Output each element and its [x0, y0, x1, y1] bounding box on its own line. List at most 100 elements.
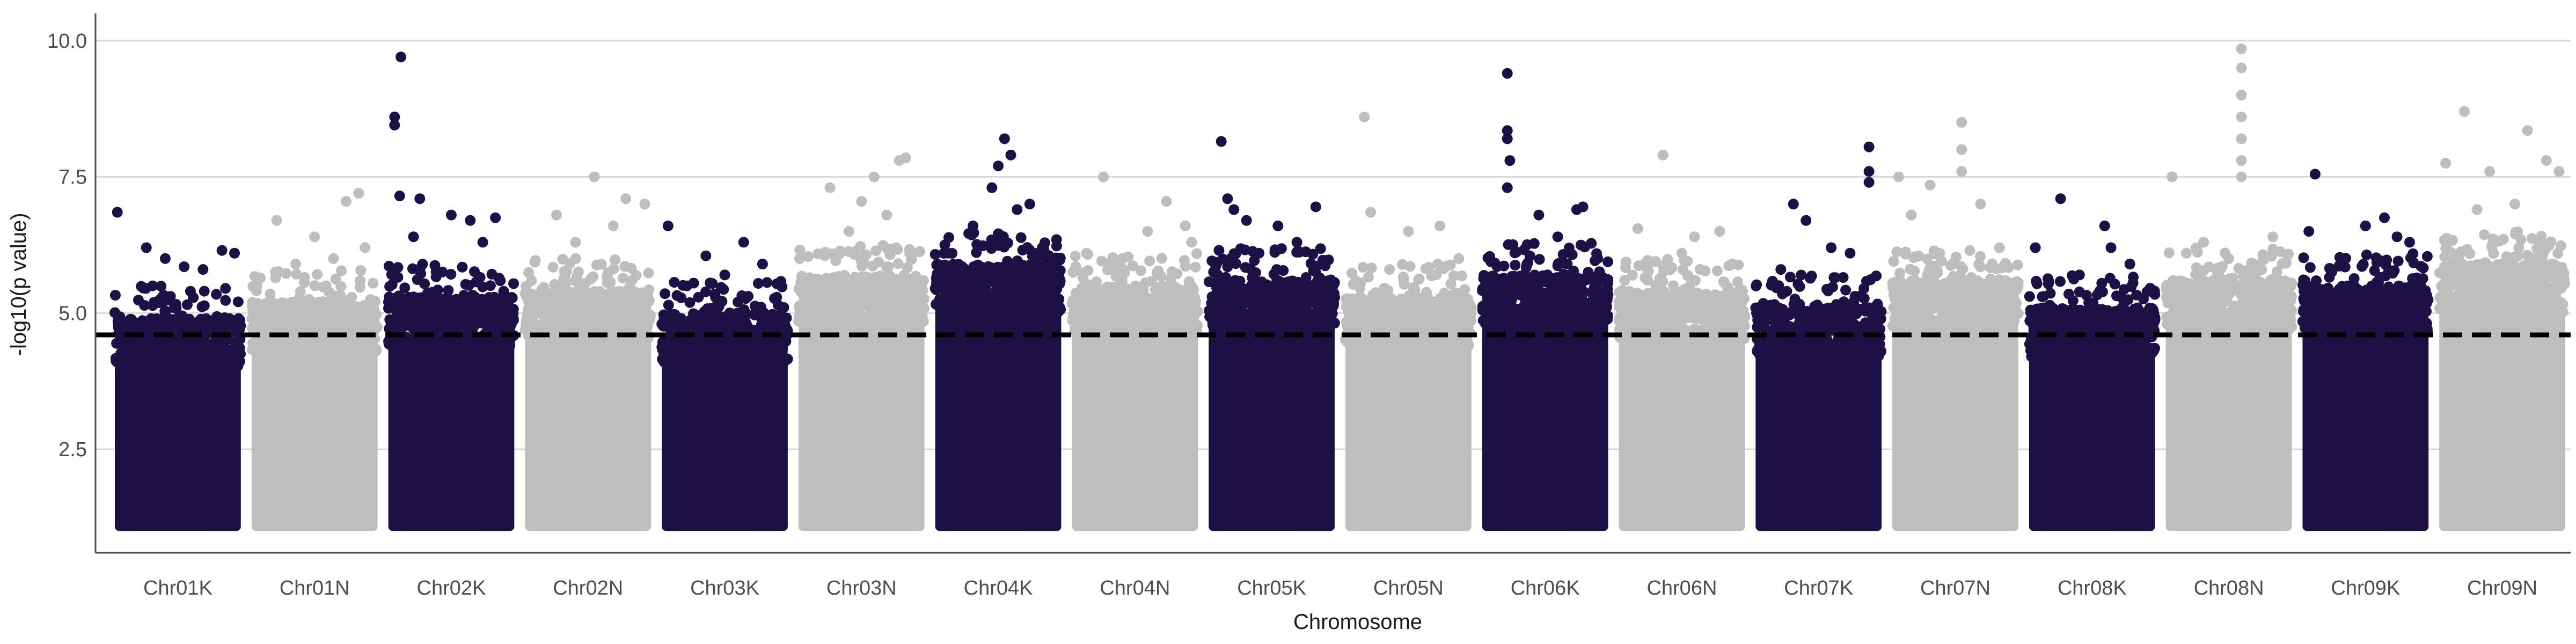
dense-points-block	[1072, 324, 1198, 531]
snp-point	[357, 318, 369, 330]
snp-point	[781, 312, 792, 324]
dense-points-block	[251, 340, 378, 531]
snp-point	[778, 302, 789, 313]
top-snp-point	[682, 280, 693, 291]
top-snp-point	[147, 280, 158, 291]
snp-point	[265, 288, 276, 299]
snp-point	[800, 296, 811, 308]
snp-point	[284, 334, 296, 346]
snp-point	[1451, 323, 1462, 334]
snp-point	[148, 297, 159, 308]
snp-point	[1409, 284, 1421, 296]
snp-point	[463, 303, 474, 314]
snp-point	[229, 362, 240, 373]
snp-point	[355, 265, 367, 276]
snp-point	[1115, 311, 1126, 323]
top-snp-point	[1180, 220, 1191, 231]
snp-point	[1166, 266, 1177, 277]
snp-point	[210, 335, 221, 346]
snp-point	[1421, 319, 1432, 330]
snp-point	[285, 302, 296, 313]
top-snp-point	[1012, 204, 1023, 215]
snp-point	[1189, 300, 1201, 311]
chromosome-Chr02N	[519, 171, 656, 531]
snp-point	[853, 304, 864, 314]
chromosome-Chr05N	[1340, 111, 1477, 531]
snp-point	[235, 348, 246, 360]
snp-point	[309, 280, 320, 291]
snp-point	[1070, 251, 1081, 262]
snp-point	[749, 301, 760, 312]
snp-point	[601, 296, 612, 307]
snp-point	[1366, 262, 1377, 274]
dense-points-block	[388, 334, 515, 531]
snp-point	[906, 253, 917, 265]
snp-point	[992, 304, 1003, 315]
snp-point	[1164, 315, 1175, 326]
top-snp-point	[968, 220, 979, 231]
snp-point	[498, 286, 509, 297]
snp-point	[762, 277, 773, 288]
snp-point	[441, 335, 451, 347]
snp-point	[1217, 253, 1228, 265]
snp-point	[1307, 248, 1319, 260]
snp-point	[771, 278, 782, 289]
snp-point	[1389, 326, 1401, 337]
snp-point	[1165, 279, 1176, 290]
snp-point	[986, 235, 997, 245]
top-snp-point	[570, 237, 581, 248]
snp-point	[1041, 269, 1052, 281]
top-snp-point	[112, 207, 123, 218]
snp-point	[557, 281, 568, 292]
snp-point	[447, 303, 457, 314]
snp-point	[211, 289, 222, 300]
snp-point	[966, 281, 977, 292]
snp-point	[769, 293, 780, 304]
snp-point	[725, 339, 736, 350]
snp-point	[1441, 320, 1452, 331]
snp-point	[1383, 317, 1394, 328]
snp-point	[710, 342, 721, 354]
top-snp-point	[824, 182, 836, 193]
snp-point	[354, 282, 365, 293]
snp-point	[685, 356, 696, 367]
snp-point	[109, 290, 121, 301]
snp-point	[1146, 276, 1157, 287]
snp-point	[370, 343, 382, 355]
snp-point	[425, 305, 436, 317]
snp-point	[195, 313, 207, 325]
chromosome-Chr02K	[383, 52, 519, 531]
snp-point	[211, 311, 223, 322]
snp-point	[199, 352, 209, 362]
snp-point	[155, 362, 166, 373]
snp-point	[942, 247, 954, 259]
snp-point	[318, 281, 329, 292]
snp-point	[1090, 305, 1101, 317]
snp-point	[660, 288, 670, 299]
top-snp-point	[159, 253, 171, 264]
snp-point	[1002, 237, 1013, 248]
snp-point	[658, 356, 670, 368]
top-snp-point	[900, 152, 911, 163]
snp-point	[453, 316, 465, 327]
snp-point	[818, 308, 830, 319]
snp-point	[573, 315, 584, 326]
dense-points-block	[798, 312, 925, 531]
snp-point	[610, 254, 620, 265]
snp-point	[349, 312, 361, 324]
snp-point	[1018, 260, 1029, 271]
top-snp-point	[881, 209, 892, 221]
top-snp-point	[309, 231, 320, 243]
snp-point	[539, 311, 551, 322]
snp-point	[135, 340, 147, 351]
data-points	[109, 43, 2570, 531]
snp-point	[114, 311, 126, 323]
top-snp-point	[1403, 226, 1414, 237]
snp-point	[1341, 296, 1352, 308]
snp-point	[330, 290, 341, 302]
snp-point	[861, 249, 872, 260]
snp-point	[430, 296, 441, 307]
snp-point	[199, 300, 210, 311]
snp-point	[526, 304, 538, 316]
top-snp-point	[738, 237, 749, 248]
